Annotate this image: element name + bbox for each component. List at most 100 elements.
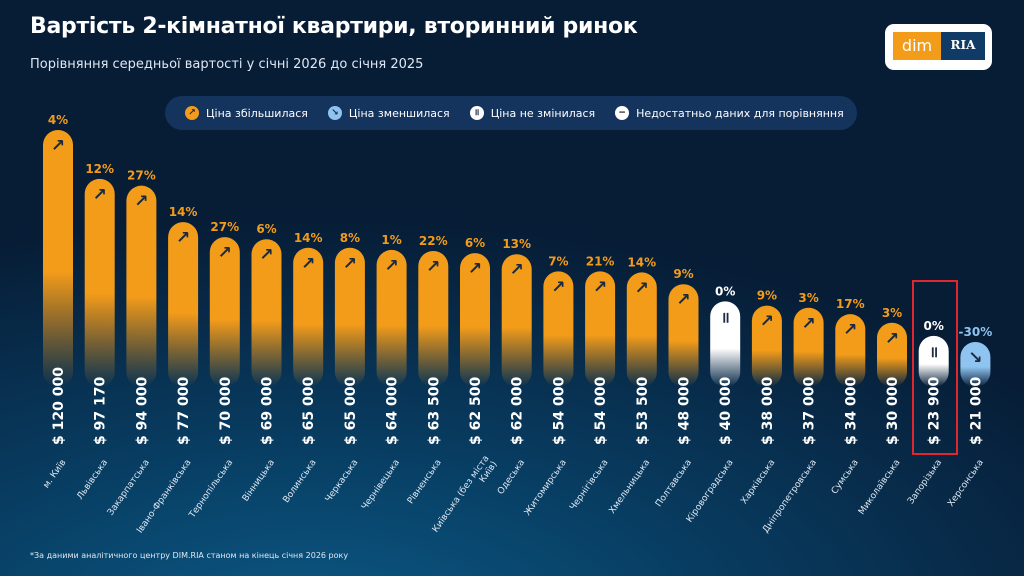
bar — [543, 271, 574, 387]
arrow-up-right-icon: ↗ — [843, 320, 857, 340]
value-label: $ 120 000 — [51, 367, 67, 445]
category-label: Кіровоградська — [685, 458, 736, 525]
arrow-up-right-icon: ↗ — [676, 290, 690, 310]
legend-label: Недостатньо даних для порівняння — [636, 106, 844, 120]
legend-item-unchanged: ॥ Ціна не змінилася — [469, 106, 596, 120]
arrow-down-right-icon: ↘ — [327, 106, 342, 120]
change-label: 14% — [169, 205, 198, 219]
legend-label: Ціна зменшилася — [348, 106, 450, 120]
value-label: $ 21 000 — [968, 377, 984, 445]
change-label: 0% — [715, 284, 735, 298]
arrow-up-right-icon: ↗ — [885, 329, 899, 349]
value-label: $ 94 000 — [134, 377, 150, 445]
bar — [209, 237, 240, 387]
value-label: $ 54 000 — [551, 377, 567, 445]
category-label: Житомирська — [523, 458, 569, 518]
change-label: -30% — [959, 325, 993, 339]
arrow-up-right-icon: ↗ — [176, 228, 190, 248]
bar — [460, 253, 490, 387]
value-label: $ 69 000 — [260, 377, 276, 445]
value-label: $ 48 000 — [677, 377, 693, 445]
dim-ria-logo: dim RIA — [885, 24, 992, 70]
arrow-up-right-icon: ↗ — [551, 277, 565, 297]
logo-dim: dim — [893, 32, 941, 60]
change-label: 8% — [340, 231, 360, 245]
change-label: 17% — [836, 297, 865, 311]
arrow-up-right-icon: ↗ — [510, 260, 524, 280]
category-label: Хмельницька — [608, 458, 653, 516]
category-label: Закарпатська — [106, 458, 152, 518]
value-label: $ 65 000 — [301, 377, 317, 445]
arrow-up-right-icon: ↗ — [185, 106, 199, 120]
legend-label: Ціна збільшилася — [206, 106, 308, 120]
change-label: 6% — [465, 236, 485, 250]
category-label: Одеська — [496, 458, 527, 497]
bar — [751, 305, 782, 387]
bar — [877, 322, 907, 387]
change-label: 13% — [502, 237, 531, 251]
arrow-up-right-icon: ↗ — [134, 192, 148, 212]
value-label: $ 23 900 — [927, 377, 943, 445]
change-label: 3% — [882, 306, 902, 320]
value-label: $ 40 000 — [718, 377, 734, 445]
change-label: 9% — [673, 267, 693, 281]
bar — [918, 335, 949, 387]
bar — [960, 342, 991, 387]
pause-icon: ॥ — [721, 308, 730, 326]
category-label: Харківська — [739, 458, 777, 506]
value-label: $ 38 000 — [760, 377, 776, 445]
minus-icon: − — [615, 106, 630, 120]
bar — [251, 239, 282, 387]
bar — [793, 307, 824, 387]
bar — [668, 284, 699, 387]
bar — [126, 185, 157, 387]
bar — [334, 247, 365, 387]
arrow-up-right-icon: ↗ — [468, 259, 482, 279]
bar — [293, 247, 324, 387]
bar — [168, 222, 199, 387]
category-label: Львівська — [75, 458, 110, 502]
arrow-up-right-icon: ↗ — [801, 314, 815, 334]
category-label: Запорізька — [906, 458, 944, 506]
arrow-up-right-icon: ↗ — [343, 254, 357, 274]
change-label: 0% — [924, 319, 944, 333]
category-label: Тернопільська — [187, 458, 235, 521]
arrow-up-right-icon: ↗ — [593, 277, 607, 297]
value-label: $ 54 000 — [593, 377, 609, 445]
change-label: 6% — [256, 222, 276, 236]
change-label: 3% — [798, 291, 818, 305]
arrow-up-right-icon: ↗ — [635, 278, 649, 298]
category-label: Херсонська — [946, 458, 986, 509]
category-label: Чернігівська — [568, 458, 610, 513]
bar — [84, 178, 115, 387]
legend-item-no-data: − Недостатньо даних для порівняння — [615, 106, 844, 120]
change-label: 27% — [127, 169, 156, 183]
arrow-up-right-icon: ↗ — [426, 257, 440, 277]
category-label: Полтавська — [654, 458, 694, 509]
category-label: Миколаївська — [857, 458, 902, 517]
category-label: Чернівецька — [360, 458, 402, 512]
bar — [710, 301, 741, 387]
legend-label: Ціна не змінилася — [490, 106, 596, 120]
bar — [501, 254, 532, 387]
category-label: Рівненська — [406, 458, 444, 506]
legend: ↗ Ціна збільшилася ↘ Ціна зменшилася ॥ Ц… — [165, 96, 857, 130]
bar — [585, 271, 616, 387]
highlight-box — [912, 280, 958, 455]
arrow-up-right-icon: ↗ — [93, 185, 107, 205]
change-label: 14% — [294, 231, 323, 245]
arrow-up-right-icon: ↗ — [218, 243, 232, 263]
footnote: *За даними аналітичного центру DIM.RIA с… — [30, 551, 349, 560]
value-label: $ 65 000 — [343, 377, 359, 445]
value-label: $ 70 000 — [218, 377, 234, 445]
page-title: Вартість 2-кімнатної квартири, вторинний… — [30, 14, 638, 39]
arrow-up-right-icon: ↗ — [259, 245, 273, 265]
arrow-down-right-icon: ↘ — [968, 348, 982, 368]
value-label: $ 37 000 — [802, 377, 818, 445]
pause-icon: ॥ — [469, 106, 484, 120]
value-label: $ 62 000 — [510, 377, 526, 445]
change-label: 22% — [419, 234, 448, 248]
legend-item-decreased: ↘ Ціна зменшилася — [327, 106, 450, 120]
change-label: 14% — [627, 255, 656, 269]
